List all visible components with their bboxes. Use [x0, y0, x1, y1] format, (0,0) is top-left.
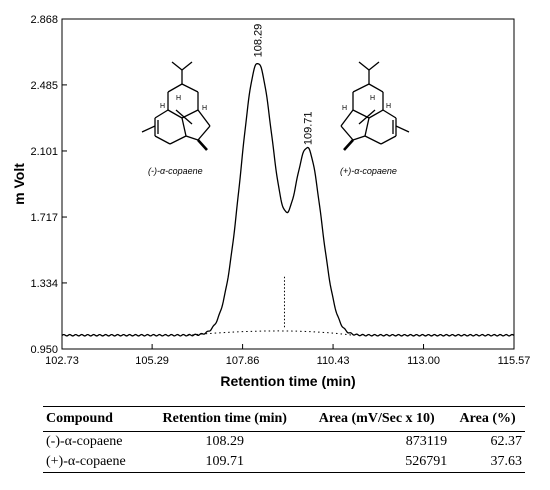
structure-minus-h1: H — [176, 95, 181, 102]
cell-area-percent: 62.37 — [490, 434, 523, 449]
x-tick-label: 105.29 — [135, 355, 169, 367]
y-tick-label: 1.334 — [30, 278, 58, 290]
y-tick-label: 2.485 — [30, 80, 58, 92]
structure-plus-h3: H — [342, 105, 347, 112]
cell-retention-time: 109.71 — [146, 452, 304, 473]
structure-plus-h1: H — [370, 95, 375, 102]
x-tick-label: 102.73 — [45, 355, 79, 367]
cell-area: 526791 — [303, 452, 451, 473]
header-compound: Compound — [43, 406, 147, 432]
peak-label: 109.71 — [303, 111, 315, 145]
table-header-row: Compound Retention time (min) Area (mV/S… — [43, 406, 525, 432]
y-tick-label: 1.717 — [30, 212, 58, 224]
table-row: (+)-α-copaene 109.71 526791 37.63 — [43, 452, 525, 473]
header-retention-time: Retention time (min) — [146, 406, 304, 432]
structure-label-plus: (+)-α-copaene — [340, 166, 397, 176]
plot-frame — [61, 18, 515, 350]
chromatogram-trace — [61, 62, 515, 337]
cell-retention-time: 108.29 — [205, 434, 245, 449]
results-table: Compound Retention time (min) Area (mV/S… — [43, 406, 525, 473]
x-tick-label: 115.57 — [498, 355, 531, 367]
x-tick-label: 113.00 — [407, 355, 440, 367]
cell-area: 873119 — [405, 434, 448, 449]
structure-plus-h2: H — [386, 103, 391, 110]
x-axis-title: Retention time (min) — [220, 373, 355, 389]
cell-area-percent: 37.63 — [450, 452, 525, 473]
header-area-percent: Area (%) — [450, 406, 525, 432]
y-axis-ticks: 0.950 1.334 1.717 2.101 2.485 2.868 — [30, 14, 67, 356]
integration-baseline — [187, 330, 354, 336]
cell-compound: (-)-α-copaene — [46, 434, 123, 449]
y-tick-label: 2.868 — [30, 14, 58, 26]
y-tick-label: 2.101 — [30, 146, 58, 158]
header-area: Area (mV/Sec x 10) — [303, 406, 451, 432]
structure-minus-h2: H — [160, 103, 165, 110]
structure-plus-copaene — [340, 61, 410, 151]
y-tick-label: 0.950 — [30, 344, 58, 356]
chromatogram-series: 108.29 109.71 — [61, 24, 515, 337]
structure-label-minus: (-)-α-copaene — [148, 166, 203, 176]
cell-compound: (+)-α-copaene — [43, 452, 147, 473]
peak-label: 108.29 — [253, 24, 265, 58]
x-axis-ticks: 102.73 105.29 107.86 110.43 113.00 115.57 — [45, 344, 530, 367]
y-axis-title: m Volt — [11, 163, 27, 205]
table-row: (-)-α-copaene 108.29 873119 62.37 — [43, 432, 525, 453]
x-tick-label: 107.86 — [226, 355, 260, 367]
x-tick-label: 110.43 — [317, 355, 350, 367]
structure-minus-copaene — [141, 61, 211, 151]
chromatogram-chart: 102.73 105.29 107.86 110.43 113.00 115.57 0.9… — [11, 14, 530, 389]
structure-minus-h3: H — [202, 105, 207, 112]
